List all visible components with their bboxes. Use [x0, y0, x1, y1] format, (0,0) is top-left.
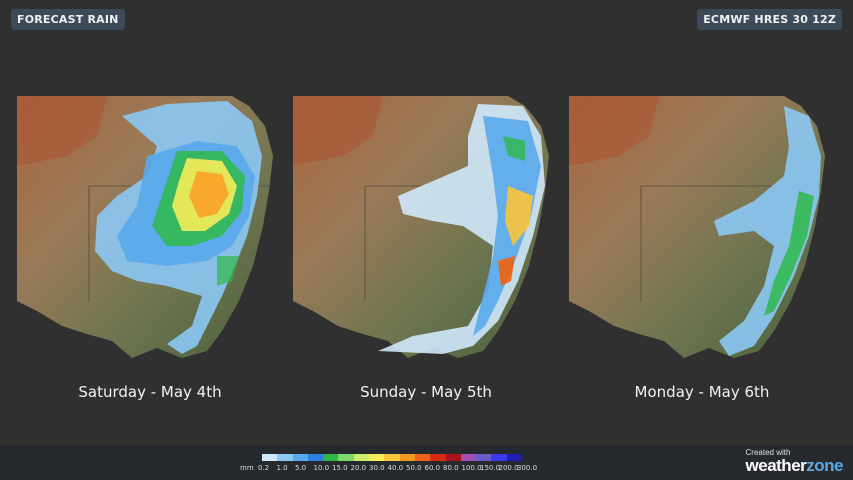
legend-swatch	[277, 454, 293, 461]
legend-swatch	[414, 454, 431, 461]
legend-swatch	[491, 454, 507, 461]
map-caption-monday: Monday - May 6th	[634, 383, 770, 401]
legend-label: 10.0	[313, 464, 330, 472]
rain-legend-colorbar	[262, 454, 523, 461]
map-sunday	[293, 96, 551, 361]
legend-swatch	[430, 454, 446, 461]
legend-swatch	[399, 454, 415, 461]
created-with-label: Created with	[745, 448, 791, 457]
weatherzone-logo: Created with weatherzone	[745, 448, 844, 475]
legend-label: 5.0	[295, 464, 307, 472]
legend-swatch	[445, 454, 461, 461]
legend-swatch	[476, 454, 492, 461]
legend-label: 30.0	[369, 464, 385, 472]
legend-swatch	[323, 454, 339, 461]
rain-legend-labels: mm 0.2 1.0 5.0 10.0 15.0 20.0 30.0 40.0 50.0 60.0…	[0, 464, 853, 476]
legend-label: 150.0	[480, 464, 501, 472]
legend-label: 200.0	[498, 464, 519, 472]
legend-label: 1.0	[276, 464, 288, 472]
model-badge: ECMWF HRES 30 12Z	[697, 9, 842, 30]
legend-footer: mm 0.2 1.0 5.0 10.0 15.0 20.0 30.0 40.0 50.0 60.0…	[0, 445, 853, 480]
legend-label: 60.0	[424, 464, 441, 472]
forecast-rain-badge: FORECAST RAIN	[11, 9, 125, 30]
legend-label: 50.0	[406, 464, 422, 472]
brand-name-zone: zone	[806, 456, 843, 475]
legend-swatch	[506, 454, 523, 461]
map-monday	[569, 96, 827, 361]
legend-label: 20.0	[350, 464, 367, 472]
legend-unit: mm	[240, 464, 254, 472]
map-caption-saturday: Saturday - May 4th	[78, 383, 222, 401]
legend-label: 40.0	[387, 464, 404, 472]
legend-swatch	[338, 454, 354, 461]
legend-swatch	[353, 454, 370, 461]
legend-swatch	[292, 454, 308, 461]
map-caption-sunday: Sunday - May 5th	[360, 383, 492, 401]
legend-swatch	[384, 454, 400, 461]
legend-label: 15.0	[332, 464, 348, 472]
legend-label: 300.0	[517, 464, 538, 472]
map-saturday	[17, 96, 275, 361]
legend-swatch	[307, 454, 324, 461]
legend-swatch	[369, 454, 385, 461]
legend-label: 100.0	[461, 464, 482, 472]
legend-label: 80.0	[443, 464, 459, 472]
legend-swatch	[262, 454, 278, 461]
brand-name-weather: weather	[745, 456, 807, 475]
legend-swatch	[460, 454, 477, 461]
legend-label: 0.2	[258, 464, 270, 472]
